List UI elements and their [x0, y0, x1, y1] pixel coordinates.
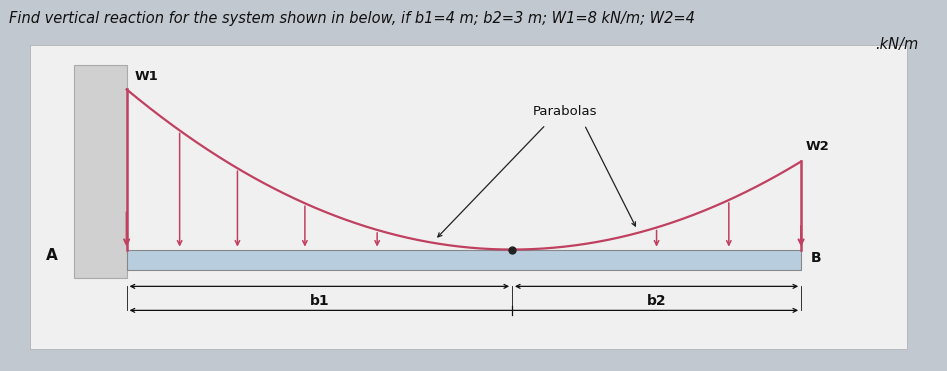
- Text: B: B: [811, 251, 821, 265]
- Text: b2: b2: [647, 294, 667, 308]
- Text: Parabolas: Parabolas: [533, 105, 598, 118]
- Text: b1: b1: [310, 294, 330, 308]
- FancyBboxPatch shape: [30, 45, 907, 349]
- Text: W2: W2: [806, 141, 830, 154]
- FancyBboxPatch shape: [127, 250, 801, 270]
- FancyBboxPatch shape: [74, 65, 127, 278]
- Text: A: A: [45, 247, 57, 263]
- Text: .kN/m: .kN/m: [875, 37, 919, 52]
- Text: Find vertical reaction for the system shown in below, if b1=4 m; b2=3 m; W1=8 kN: Find vertical reaction for the system sh…: [9, 11, 695, 26]
- Text: W1: W1: [134, 70, 158, 83]
